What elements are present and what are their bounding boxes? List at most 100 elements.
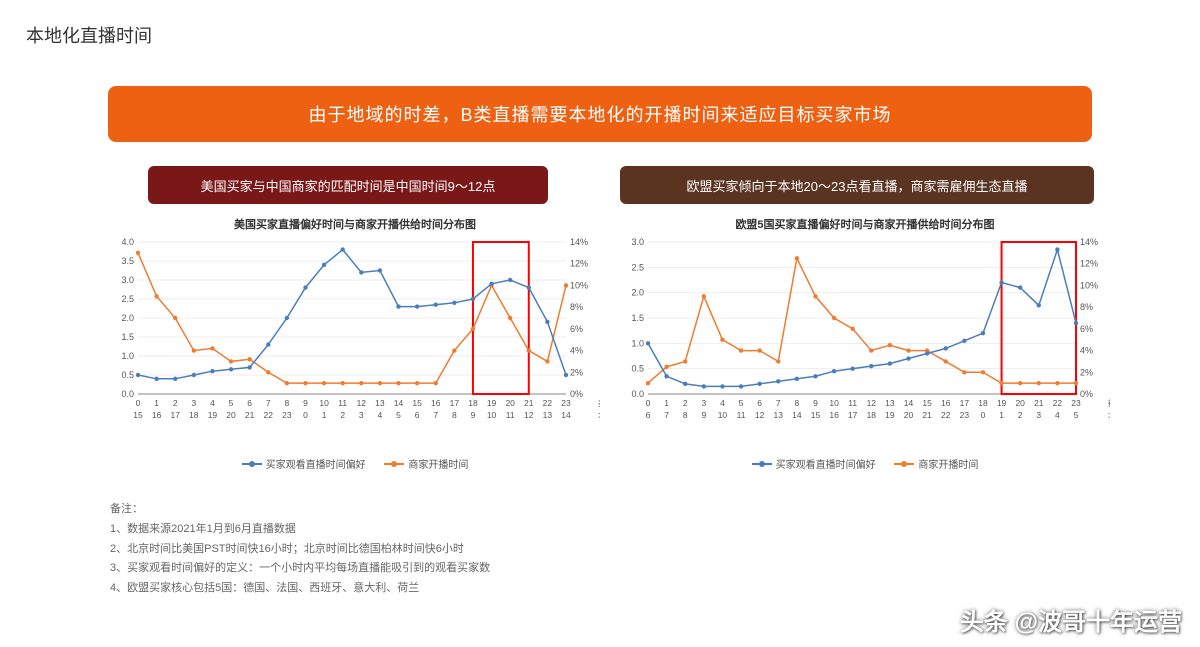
svg-text:6: 6 — [247, 398, 252, 408]
svg-text:0.0: 0.0 — [631, 389, 644, 399]
svg-text:22: 22 — [543, 398, 553, 408]
svg-text:1.0: 1.0 — [121, 351, 134, 361]
svg-text:0.0: 0.0 — [121, 389, 134, 399]
svg-text:5: 5 — [229, 398, 234, 408]
svg-text:14: 14 — [904, 398, 914, 408]
svg-text:17: 17 — [450, 398, 460, 408]
legend-orange: 商家开播时间 — [408, 456, 468, 471]
chart-left-title: 美国买家直播偏好时间与商家开播供给时间分布图 — [110, 216, 600, 232]
svg-text:21: 21 — [524, 398, 534, 408]
svg-text:11: 11 — [848, 398, 857, 408]
svg-text:2: 2 — [683, 398, 688, 408]
svg-text:18: 18 — [189, 410, 199, 420]
sub-banner-left: 美国买家与中国商家的匹配时间是中国时间9～12点 — [148, 166, 548, 204]
svg-text:2.5: 2.5 — [631, 262, 644, 272]
svg-text:15: 15 — [922, 398, 932, 408]
svg-text:2: 2 — [173, 398, 178, 408]
svg-text:17: 17 — [848, 410, 858, 420]
svg-text:1: 1 — [322, 410, 327, 420]
svg-text:12: 12 — [524, 410, 534, 420]
svg-text:2.5: 2.5 — [121, 294, 134, 304]
svg-text:7: 7 — [664, 410, 669, 420]
svg-text:23: 23 — [282, 410, 292, 420]
svg-text:17: 17 — [960, 398, 970, 408]
chart-left-legend: 买家观看直播时间偏好 商家开播时间 — [110, 456, 600, 471]
svg-text:10%: 10% — [570, 280, 588, 290]
page-title: 本地化直播时间 — [26, 22, 152, 48]
svg-text:13: 13 — [375, 398, 385, 408]
svg-text:0: 0 — [981, 410, 986, 420]
svg-text:21: 21 — [245, 410, 255, 420]
chart-right: 欧盟5国买家直播偏好时间与商家开播供给时间分布图 0.00.51.01.52.0… — [620, 216, 1110, 476]
svg-text:6%: 6% — [1080, 324, 1093, 334]
svg-text:16: 16 — [431, 398, 441, 408]
chart-svg: 0.00.51.01.52.02.53.03.54.00%2%4%6%8%10%… — [110, 238, 600, 428]
svg-text:1.5: 1.5 — [631, 313, 644, 323]
svg-text:18: 18 — [468, 398, 478, 408]
main-banner: 由于地域的时差，B类直播需要本地化的开播时间来适应目标买家市场 — [108, 86, 1092, 142]
svg-text:14%: 14% — [570, 238, 588, 247]
svg-text:20: 20 — [904, 410, 914, 420]
svg-text:6: 6 — [646, 410, 651, 420]
svg-text:1: 1 — [154, 398, 159, 408]
svg-text:0.5: 0.5 — [631, 364, 644, 374]
svg-text:10: 10 — [829, 398, 839, 408]
svg-text:7: 7 — [776, 398, 781, 408]
svg-text:12%: 12% — [1080, 259, 1098, 269]
svg-text:9: 9 — [701, 410, 706, 420]
svg-text:3.5: 3.5 — [121, 256, 134, 266]
note-4: 4、欧盟买家核心包括5国：德国、法国、西班牙、意大利、荷兰 — [110, 579, 490, 599]
svg-text:10: 10 — [487, 410, 497, 420]
svg-text:19: 19 — [997, 398, 1007, 408]
svg-text:16: 16 — [941, 398, 951, 408]
svg-text:德国柏林时间: 德国柏林时间 — [1108, 398, 1110, 408]
svg-text:5: 5 — [396, 410, 401, 420]
svg-text:4: 4 — [1055, 410, 1060, 420]
svg-text:1.5: 1.5 — [121, 332, 134, 342]
svg-text:0: 0 — [303, 410, 308, 420]
svg-text:3: 3 — [359, 410, 364, 420]
svg-text:13: 13 — [885, 398, 895, 408]
note-2: 2、北京时间比美国PST时间快16小时；北京时间比德国柏林时间快6小时 — [110, 540, 490, 560]
svg-text:23: 23 — [1071, 398, 1081, 408]
note-1: 1、数据来源2021年1月到6月直播数据 — [110, 520, 490, 540]
svg-text:7: 7 — [266, 398, 271, 408]
svg-text:11: 11 — [338, 398, 347, 408]
watermark: 头条 @波哥十年运营 — [960, 602, 1182, 637]
svg-text:2.0: 2.0 — [631, 288, 644, 298]
svg-text:6: 6 — [757, 398, 762, 408]
chart-right-title: 欧盟5国买家直播偏好时间与商家开播供给时间分布图 — [620, 216, 1110, 232]
svg-text:19: 19 — [487, 398, 497, 408]
svg-text:3: 3 — [701, 398, 706, 408]
svg-text:4: 4 — [720, 398, 725, 408]
svg-text:17: 17 — [170, 410, 180, 420]
sub-banner-right: 欧盟买家倾向于本地20～23点看直播，商家需雇佣生态直播 — [620, 166, 1094, 204]
notes-header: 备注： — [110, 500, 490, 520]
svg-text:14: 14 — [394, 398, 404, 408]
svg-text:4: 4 — [210, 398, 215, 408]
svg-text:12%: 12% — [570, 259, 588, 269]
svg-text:0%: 0% — [570, 389, 583, 399]
svg-text:21: 21 — [1034, 398, 1044, 408]
svg-text:22: 22 — [1053, 398, 1063, 408]
svg-text:21: 21 — [922, 410, 932, 420]
chart-svg: 0.00.51.01.52.02.53.00%2%4%6%8%10%12%14%… — [620, 238, 1110, 428]
note-3: 3、买家观看时间偏好的定义：一个小时内平均每场直播能吸引到的观看买家数 — [110, 559, 490, 579]
svg-text:1: 1 — [664, 398, 669, 408]
svg-text:4.0: 4.0 — [121, 238, 134, 247]
svg-text:12: 12 — [867, 398, 877, 408]
svg-text:10: 10 — [319, 398, 329, 408]
svg-text:0.5: 0.5 — [121, 370, 134, 380]
svg-text:2: 2 — [1018, 410, 1023, 420]
legend-orange: 商家开播时间 — [918, 456, 978, 471]
svg-text:22: 22 — [941, 410, 951, 420]
chart-right-legend: 买家观看直播时间偏好 商家开播时间 — [620, 456, 1110, 471]
svg-text:2: 2 — [340, 410, 345, 420]
svg-text:3: 3 — [1036, 410, 1041, 420]
svg-text:14: 14 — [561, 410, 571, 420]
svg-text:1: 1 — [999, 410, 1004, 420]
svg-text:15: 15 — [811, 410, 821, 420]
svg-text:15: 15 — [412, 398, 422, 408]
svg-text:4%: 4% — [1080, 346, 1093, 356]
svg-text:3.0: 3.0 — [631, 238, 644, 247]
